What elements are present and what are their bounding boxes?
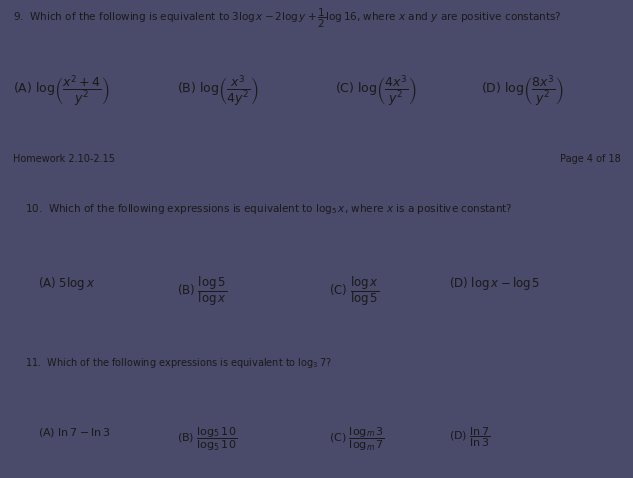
- Text: (C) $\dfrac{\log x}{\log 5}$: (C) $\dfrac{\log x}{\log 5}$: [329, 274, 380, 308]
- Text: (C) $\dfrac{\log_m 3}{\log_m 7}$: (C) $\dfrac{\log_m 3}{\log_m 7}$: [329, 426, 385, 453]
- Text: 10.  Which of the following expressions is equivalent to $\log_5 x$, where $x$ i: 10. Which of the following expressions i…: [25, 202, 513, 216]
- Text: (C) $\log\!\left(\dfrac{4x^3}{y^2}\right)$: (C) $\log\!\left(\dfrac{4x^3}{y^2}\right…: [335, 73, 417, 108]
- Text: (A) $\log\!\left(\dfrac{x^2+4}{y^2}\right)$: (A) $\log\!\left(\dfrac{x^2+4}{y^2}\righ…: [13, 73, 110, 108]
- Text: 11.  Which of the following expressions is equivalent to $\log_3 7$?: 11. Which of the following expressions i…: [25, 356, 332, 370]
- Text: (D) $\log x-\log 5$: (D) $\log x-\log 5$: [449, 274, 541, 292]
- Text: (D) $\log\!\left(\dfrac{8x^3}{y^2}\right)$: (D) $\log\!\left(\dfrac{8x^3}{y^2}\right…: [481, 73, 563, 108]
- Text: 9.  Which of the following is equivalent to $3\log x-2\log y+\dfrac{1}{2}\log 16: 9. Which of the following is equivalent …: [13, 7, 561, 30]
- Text: (B) $\dfrac{\log_5 10}{\log_5 10}$: (B) $\dfrac{\log_5 10}{\log_5 10}$: [177, 426, 237, 453]
- Text: Homework 2.10-2.15: Homework 2.10-2.15: [13, 154, 115, 164]
- Text: (A) $\ln 7-\ln 3$: (A) $\ln 7-\ln 3$: [38, 426, 111, 439]
- Text: (D) $\dfrac{\ln 7}{\ln 3}$: (D) $\dfrac{\ln 7}{\ln 3}$: [449, 426, 491, 449]
- Text: (A) $5\log x$: (A) $5\log x$: [38, 274, 95, 292]
- Text: (B) $\dfrac{\log 5}{\log x}$: (B) $\dfrac{\log 5}{\log x}$: [177, 274, 227, 308]
- Text: Page 4 of 18: Page 4 of 18: [560, 154, 620, 164]
- Text: (B) $\log\!\left(\dfrac{x^3}{4y^2}\right)$: (B) $\log\!\left(\dfrac{x^3}{4y^2}\right…: [177, 73, 259, 108]
